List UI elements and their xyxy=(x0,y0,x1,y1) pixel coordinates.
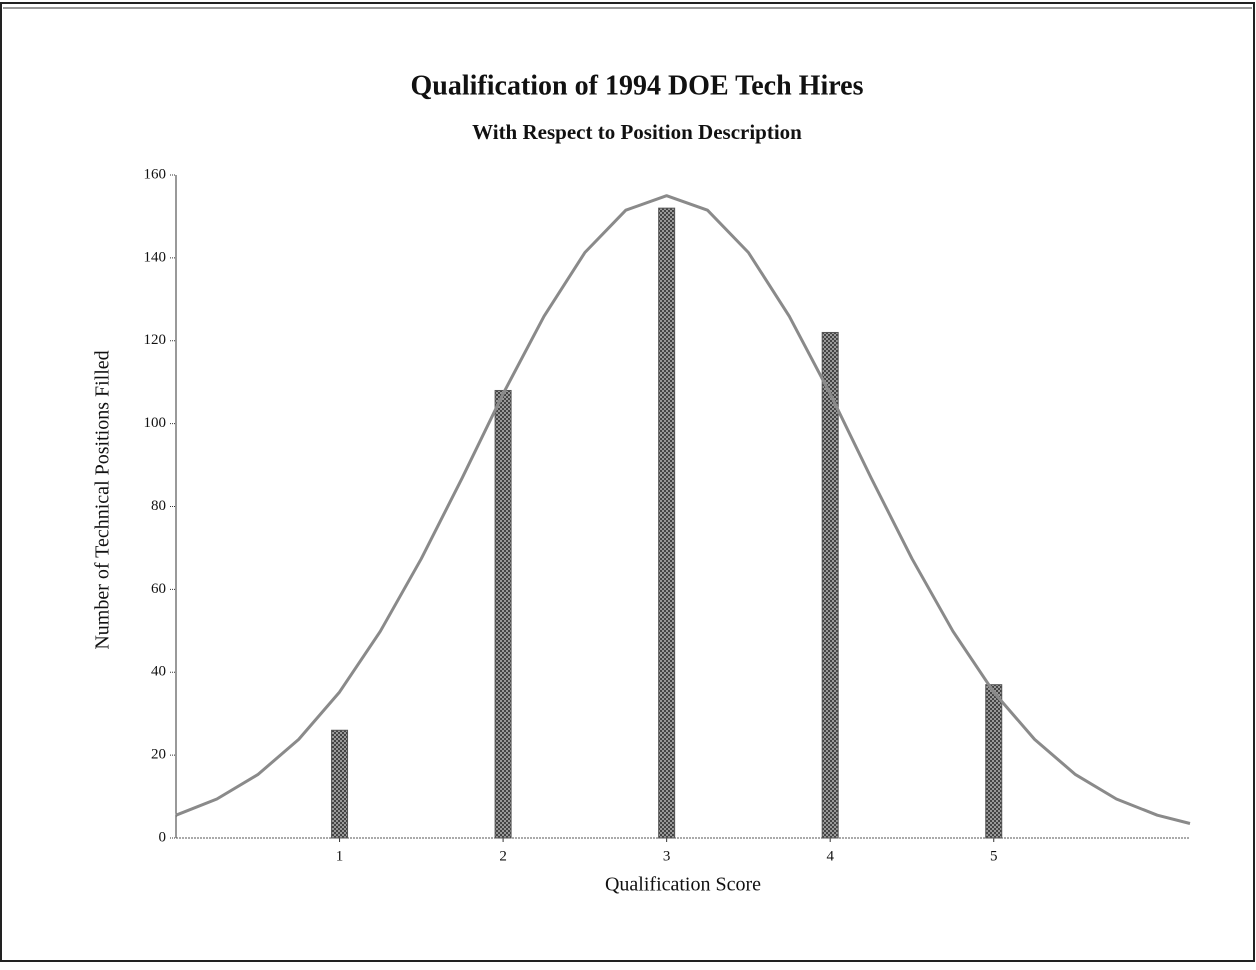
bar xyxy=(494,389,512,839)
bar xyxy=(985,684,1003,839)
fit-curve xyxy=(175,194,1191,825)
x-tick-label: 1 xyxy=(336,848,344,864)
chart-title: Qualification of 1994 DOE Tech Hires xyxy=(411,70,864,101)
y-tick-label: 20 xyxy=(151,747,166,763)
y-tick-label: 100 xyxy=(144,415,167,431)
bar xyxy=(658,207,676,839)
x-tick-label: 5 xyxy=(990,848,998,864)
y-tick-label: 140 xyxy=(144,249,167,265)
y-tick-label: 160 xyxy=(144,166,167,182)
y-tick-label: 120 xyxy=(144,332,167,348)
y-tick-label: 40 xyxy=(151,664,166,680)
x-tick-label: 3 xyxy=(663,848,671,864)
y-axis-label: Number of Technical Positions Filled xyxy=(92,350,114,649)
bar xyxy=(821,331,839,839)
x-tick-label: 2 xyxy=(499,848,507,864)
chart-subtitle: With Respect to Position Description xyxy=(472,120,802,144)
x-tick-label: 4 xyxy=(826,848,834,864)
bar xyxy=(331,729,349,839)
x-axis-label: Qualification Score xyxy=(605,874,761,896)
y-tick-label: 0 xyxy=(159,829,167,845)
y-tick-label: 80 xyxy=(151,498,166,514)
y-tick-label: 60 xyxy=(151,581,166,597)
